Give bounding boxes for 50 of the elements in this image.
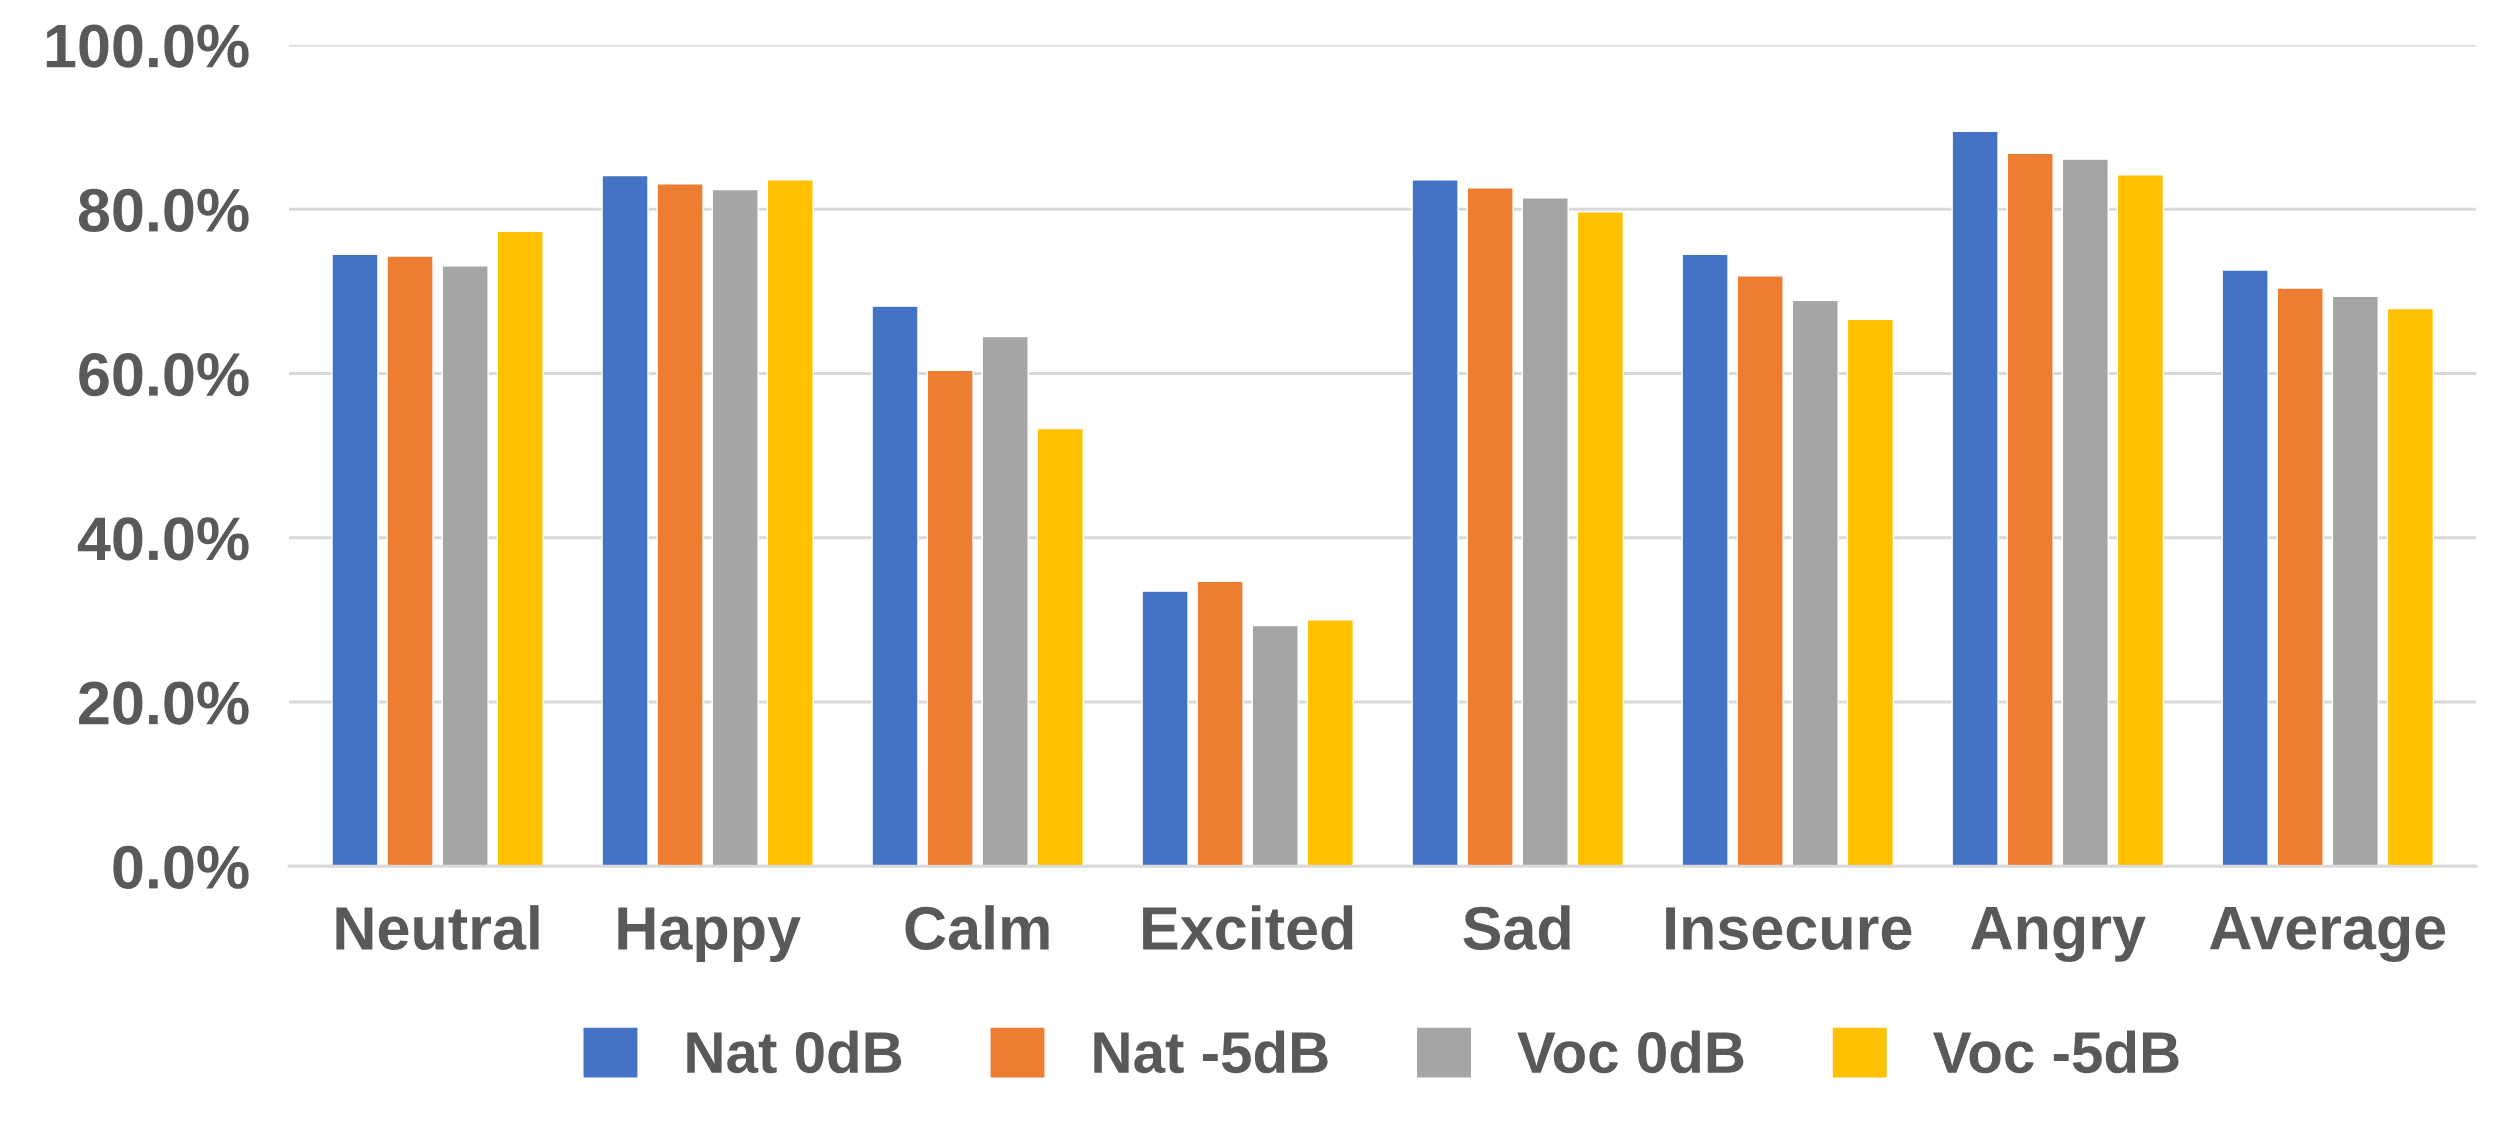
bar [1141,590,1189,867]
y-tick-label: 40.0% [77,517,249,561]
bar [711,188,759,867]
y-tick-label: 60.0% [79,352,249,397]
bar [1521,197,1569,867]
bar [766,178,814,867]
bar [1411,178,1459,867]
bar [2331,295,2379,867]
y-tick-label: 80.0% [78,188,249,232]
bar [2386,307,2435,867]
bar [441,265,489,867]
bar [601,174,649,867]
bar [1736,275,1784,867]
bar [2116,174,2165,867]
bar [1791,299,1839,867]
bar [2221,269,2269,867]
bar [926,369,974,867]
x-tick-label: Average [2209,907,2446,963]
y-tick-label: 100.0% [46,24,249,68]
legend-label: Voc -5dB [1933,1030,2179,1074]
bar [2006,152,2054,867]
bar [1576,211,1624,867]
y-tick-label: 20.0% [79,681,249,725]
bar [2061,158,2109,867]
bar [656,183,704,867]
x-tick-label: Sad [1463,905,1570,951]
x-tick-label: Neutral [336,905,539,951]
bar [1846,318,1895,867]
bar [981,335,1029,867]
legend-label: Nat -5dB [1094,1030,1328,1074]
x-tick-label: Happy [618,907,801,963]
bar [1681,253,1729,867]
bar [1036,427,1084,867]
x-tick-label: Calm [905,905,1049,951]
legend-label: Voc 0dB [1517,1030,1744,1074]
legend-label: Nat 0dB [687,1030,902,1074]
x-tick-label: Excited [1143,905,1353,951]
bar [386,255,434,867]
x-tick-label: Angry [1971,907,2146,963]
bar [331,253,379,867]
bar [496,230,544,867]
bar [1466,187,1514,867]
bar [2276,287,2324,867]
bar [1251,624,1299,867]
bar [1951,130,1999,867]
bar [871,305,919,867]
x-tick-label: Insecure [1666,907,1912,951]
y-tick-label: 0.0% [113,845,249,889]
bar [1306,619,1354,867]
bar [1196,580,1244,867]
